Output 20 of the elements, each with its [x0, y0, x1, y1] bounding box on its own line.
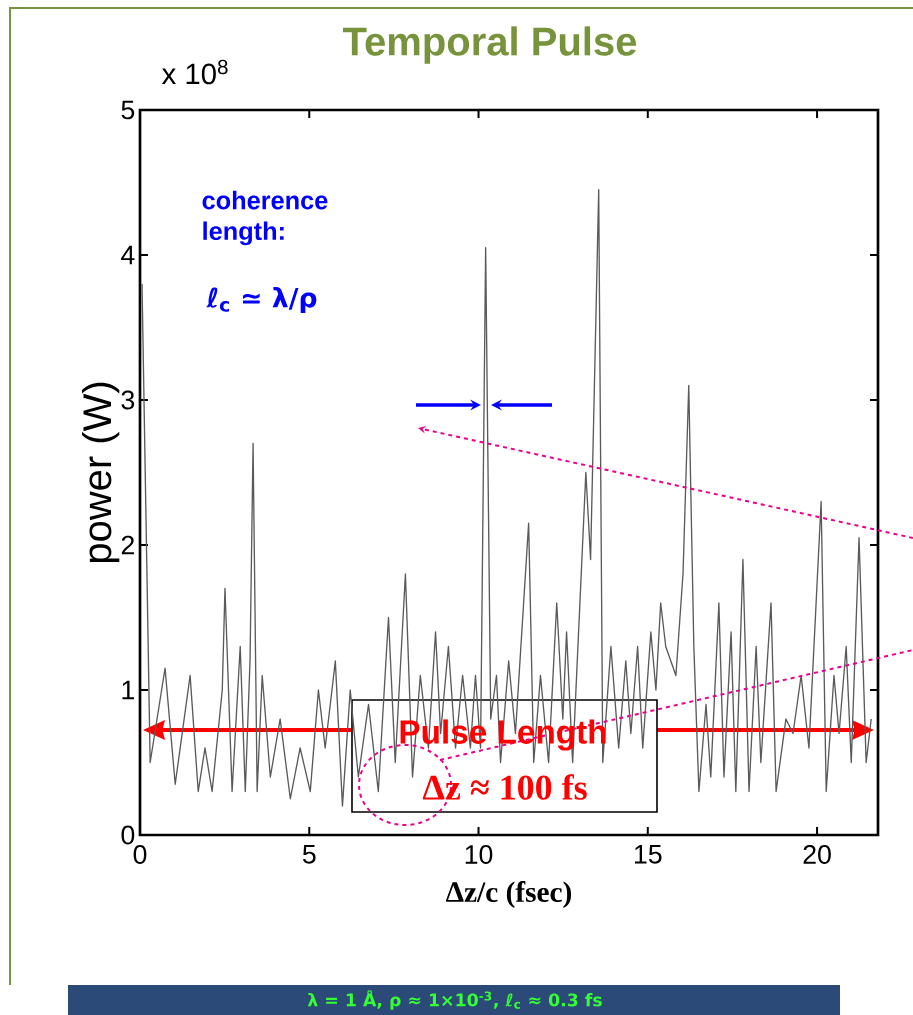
- x-axis-title: Δz/c (fsec): [446, 881, 572, 908]
- annotation: Δz ≈ 100 fs: [422, 774, 587, 800]
- text: x 10$^{8}$: [161, 59, 228, 85]
- x-tick-label: 15: [634, 845, 662, 864]
- x-tick-label: 20: [803, 845, 831, 864]
- line-series: [141, 189, 872, 807]
- x-tick-label: 10: [465, 845, 493, 864]
- text: λ = 1 Å, ρ ≈ 1×10$^{-3}$, ℓ$_{c}$ ≈ 0.3 fs: [307, 990, 602, 1010]
- x-tick-label: 5: [302, 845, 316, 864]
- y-tick-label: 5: [121, 100, 135, 120]
- y-tick-label: 1: [122, 680, 134, 700]
- y-tick-label: 4: [121, 245, 135, 265]
- annotation: coherence length:: [202, 190, 328, 246]
- y-tick-label: 3: [121, 390, 135, 410]
- y-tick-label: 2: [121, 535, 134, 555]
- y-axis-title: power (W): [82, 382, 120, 563]
- chart-title: Temporal Pulse: [342, 26, 637, 64]
- y-tick-label: 0: [121, 825, 135, 845]
- x-tick-label: 0: [133, 845, 147, 864]
- annotation: ℓ$_{c}$ ≃ λ/ρ: [206, 287, 317, 313]
